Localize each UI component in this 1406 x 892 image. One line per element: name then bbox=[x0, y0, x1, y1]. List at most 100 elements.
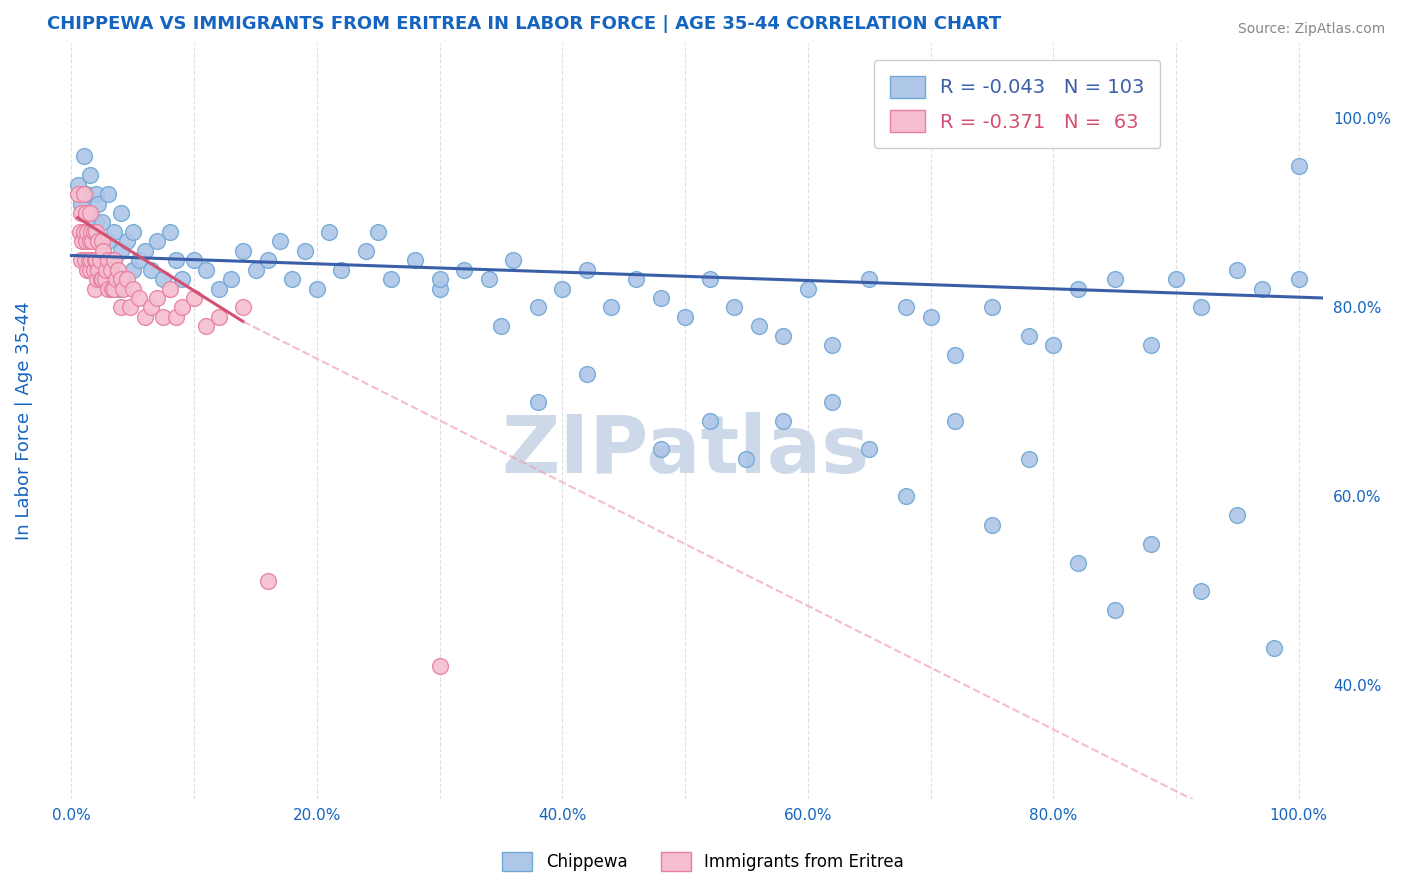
Point bbox=[79, 206, 101, 220]
Point bbox=[152, 310, 174, 324]
Point bbox=[83, 225, 105, 239]
Point bbox=[772, 328, 794, 343]
Point bbox=[1164, 272, 1187, 286]
Point bbox=[1263, 640, 1285, 655]
Legend: R = -0.043   N = 103, R = -0.371   N =  63: R = -0.043 N = 103, R = -0.371 N = 63 bbox=[875, 60, 1160, 148]
Point bbox=[699, 272, 721, 286]
Point bbox=[121, 281, 143, 295]
Point bbox=[91, 235, 114, 249]
Point bbox=[232, 301, 254, 315]
Point bbox=[103, 281, 125, 295]
Point bbox=[101, 281, 124, 295]
Point bbox=[66, 178, 89, 192]
Point bbox=[429, 272, 451, 286]
Point bbox=[80, 253, 103, 268]
Point bbox=[134, 244, 156, 258]
Point bbox=[1189, 301, 1212, 315]
Point bbox=[70, 253, 93, 268]
Point bbox=[69, 225, 91, 239]
Point bbox=[624, 272, 647, 286]
Point bbox=[980, 517, 1002, 532]
Point bbox=[170, 301, 193, 315]
Legend: Chippewa, Immigrants from Eritrea: Chippewa, Immigrants from Eritrea bbox=[494, 843, 912, 880]
Point bbox=[93, 272, 115, 286]
Point bbox=[115, 272, 138, 286]
Point bbox=[86, 272, 108, 286]
Point bbox=[134, 310, 156, 324]
Point bbox=[429, 659, 451, 673]
Point bbox=[72, 235, 94, 249]
Point bbox=[159, 281, 181, 295]
Point bbox=[82, 235, 104, 249]
Point bbox=[943, 414, 966, 428]
Point bbox=[723, 301, 745, 315]
Point bbox=[141, 262, 163, 277]
Point bbox=[94, 262, 117, 277]
Point bbox=[478, 272, 501, 286]
Point bbox=[121, 262, 143, 277]
Point bbox=[97, 281, 120, 295]
Point bbox=[111, 281, 134, 295]
Point bbox=[1288, 159, 1310, 173]
Point bbox=[527, 301, 550, 315]
Text: ZIPatlas: ZIPatlas bbox=[501, 412, 869, 490]
Point bbox=[120, 301, 142, 315]
Point bbox=[318, 225, 340, 239]
Point bbox=[219, 272, 242, 286]
Point bbox=[256, 574, 278, 589]
Point bbox=[1226, 262, 1249, 277]
Point bbox=[79, 168, 101, 182]
Point bbox=[66, 187, 89, 202]
Point bbox=[650, 291, 672, 305]
Point bbox=[821, 338, 844, 352]
Point bbox=[73, 149, 96, 163]
Point bbox=[100, 262, 122, 277]
Point bbox=[77, 253, 100, 268]
Point bbox=[75, 206, 97, 220]
Point bbox=[121, 225, 143, 239]
Point bbox=[79, 235, 101, 249]
Point bbox=[245, 262, 267, 277]
Point bbox=[575, 367, 598, 381]
Point bbox=[281, 272, 304, 286]
Point bbox=[83, 225, 105, 239]
Point bbox=[1104, 272, 1126, 286]
Point bbox=[195, 319, 218, 334]
Point bbox=[453, 262, 475, 277]
Point bbox=[489, 319, 512, 334]
Point bbox=[76, 225, 98, 239]
Point bbox=[97, 187, 120, 202]
Point bbox=[107, 281, 129, 295]
Point bbox=[748, 319, 770, 334]
Point bbox=[91, 235, 114, 249]
Point bbox=[103, 225, 125, 239]
Point bbox=[84, 187, 107, 202]
Point bbox=[93, 244, 115, 258]
Point bbox=[107, 262, 129, 277]
Point bbox=[821, 395, 844, 409]
Point bbox=[551, 281, 574, 295]
Point bbox=[97, 253, 120, 268]
Point bbox=[84, 225, 107, 239]
Point bbox=[380, 272, 402, 286]
Point bbox=[152, 272, 174, 286]
Point bbox=[367, 225, 389, 239]
Point bbox=[159, 225, 181, 239]
Point bbox=[165, 310, 187, 324]
Point bbox=[91, 215, 114, 229]
Point bbox=[87, 262, 110, 277]
Point bbox=[115, 235, 138, 249]
Point bbox=[70, 196, 93, 211]
Point bbox=[87, 196, 110, 211]
Point bbox=[330, 262, 353, 277]
Point bbox=[1104, 603, 1126, 617]
Point bbox=[75, 235, 97, 249]
Point bbox=[73, 187, 96, 202]
Point bbox=[858, 272, 880, 286]
Point bbox=[195, 262, 218, 277]
Point bbox=[87, 235, 110, 249]
Point bbox=[1251, 281, 1274, 295]
Point bbox=[79, 262, 101, 277]
Point bbox=[90, 272, 112, 286]
Point bbox=[858, 442, 880, 457]
